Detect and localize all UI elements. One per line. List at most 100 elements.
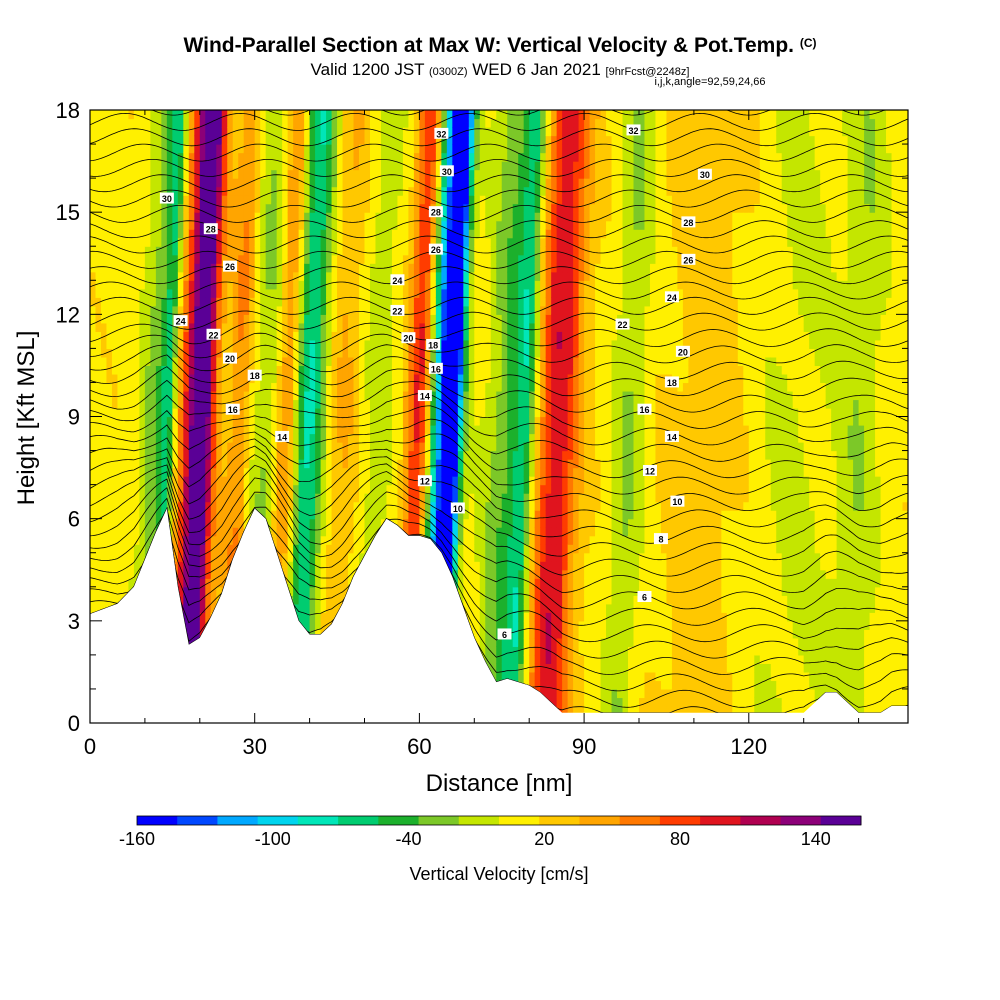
velocity-cell	[95, 535, 102, 545]
velocity-cell	[287, 527, 294, 537]
velocity-cell	[326, 152, 333, 162]
velocity-cell	[271, 450, 278, 460]
velocity-cell	[188, 578, 195, 588]
velocity-cell	[254, 246, 261, 256]
velocity-cell	[452, 254, 459, 264]
velocity-cell	[111, 518, 119, 528]
velocity-cell	[435, 144, 442, 154]
velocity-cell	[139, 331, 146, 341]
velocity-cell	[243, 237, 250, 247]
velocity-cell	[183, 127, 190, 137]
velocity-cell	[144, 237, 151, 247]
velocity-cell	[111, 416, 119, 426]
velocity-cell	[375, 365, 382, 375]
velocity-cell	[380, 288, 388, 298]
velocity-cell	[408, 501, 415, 511]
velocity-cell	[309, 246, 316, 256]
velocity-cell	[166, 144, 173, 154]
velocity-cell	[227, 450, 234, 460]
velocity-cell	[282, 382, 289, 392]
velocity-cell	[95, 110, 102, 120]
velocity-cell	[249, 152, 256, 162]
velocity-cell	[402, 220, 410, 230]
velocity-cell	[161, 237, 168, 247]
velocity-cell	[463, 569, 470, 579]
velocity-cell	[441, 476, 448, 486]
velocity-cell	[122, 271, 130, 281]
velocity-cell	[194, 544, 201, 554]
velocity-cell	[122, 305, 130, 315]
velocity-cell	[331, 322, 338, 332]
velocity-cell	[188, 280, 195, 290]
velocity-cell	[293, 595, 300, 605]
velocity-cell	[144, 544, 151, 554]
velocity-cell	[441, 288, 448, 298]
velocity-cell	[238, 110, 245, 120]
velocity-cell	[309, 552, 316, 562]
velocity-cell	[348, 390, 355, 401]
velocity-cell	[282, 322, 289, 332]
velocity-cell	[155, 246, 162, 256]
velocity-cell	[249, 212, 256, 222]
velocity-cell	[227, 527, 234, 537]
velocity-cell	[133, 544, 141, 554]
velocity-cell	[331, 237, 338, 247]
velocity-cell	[90, 493, 97, 503]
velocity-cell	[359, 127, 366, 137]
velocity-cell	[402, 152, 410, 162]
velocity-cell	[249, 237, 256, 247]
velocity-cell	[221, 144, 228, 154]
velocity-cell	[298, 416, 305, 426]
velocity-cell	[364, 356, 371, 367]
velocity-cell	[243, 356, 250, 367]
velocity-cell	[100, 586, 108, 596]
velocity-cell	[205, 467, 212, 477]
velocity-cell	[117, 442, 124, 452]
velocity-cell	[342, 280, 349, 290]
velocity-cell	[276, 229, 283, 239]
velocity-cell	[227, 535, 234, 545]
velocity-cell	[402, 127, 410, 137]
velocity-cell	[391, 518, 399, 528]
velocity-cell	[166, 118, 173, 128]
velocity-cell	[326, 254, 333, 264]
velocity-cell	[271, 442, 278, 452]
velocity-cell	[210, 178, 217, 188]
velocity-cell	[243, 161, 250, 171]
velocity-cell	[337, 595, 344, 605]
velocity-cell	[155, 178, 162, 188]
velocity-cell	[386, 280, 393, 290]
velocity-cell	[369, 399, 377, 409]
velocity-cell	[254, 169, 261, 179]
velocity-cell	[227, 322, 234, 332]
velocity-cell	[166, 467, 173, 477]
velocity-cell	[95, 246, 102, 256]
velocity-cell	[249, 459, 256, 469]
velocity-cell	[144, 195, 151, 205]
velocity-cell	[369, 348, 377, 358]
velocity-cell	[271, 416, 278, 426]
velocity-cell	[210, 425, 217, 435]
velocity-cell	[117, 493, 124, 503]
velocity-cell	[435, 425, 442, 435]
velocity-cell	[238, 399, 245, 409]
velocity-cell	[177, 561, 184, 571]
velocity-cell	[199, 288, 206, 298]
velocity-cell	[359, 297, 366, 307]
velocity-cell	[90, 467, 97, 477]
velocity-cell	[282, 331, 289, 341]
velocity-cell	[364, 203, 371, 213]
velocity-cell	[408, 476, 415, 486]
velocity-cell	[188, 229, 195, 239]
velocity-cell	[172, 195, 179, 205]
velocity-cell	[331, 271, 338, 281]
velocity-cell	[144, 416, 151, 426]
velocity-cell	[337, 110, 344, 120]
velocity-cell	[309, 518, 316, 528]
velocity-cell	[117, 595, 124, 605]
velocity-cell	[457, 314, 464, 324]
velocity-cell	[243, 203, 250, 213]
velocity-cell	[232, 152, 239, 162]
velocity-cell	[122, 314, 130, 324]
velocity-cell	[216, 178, 223, 188]
